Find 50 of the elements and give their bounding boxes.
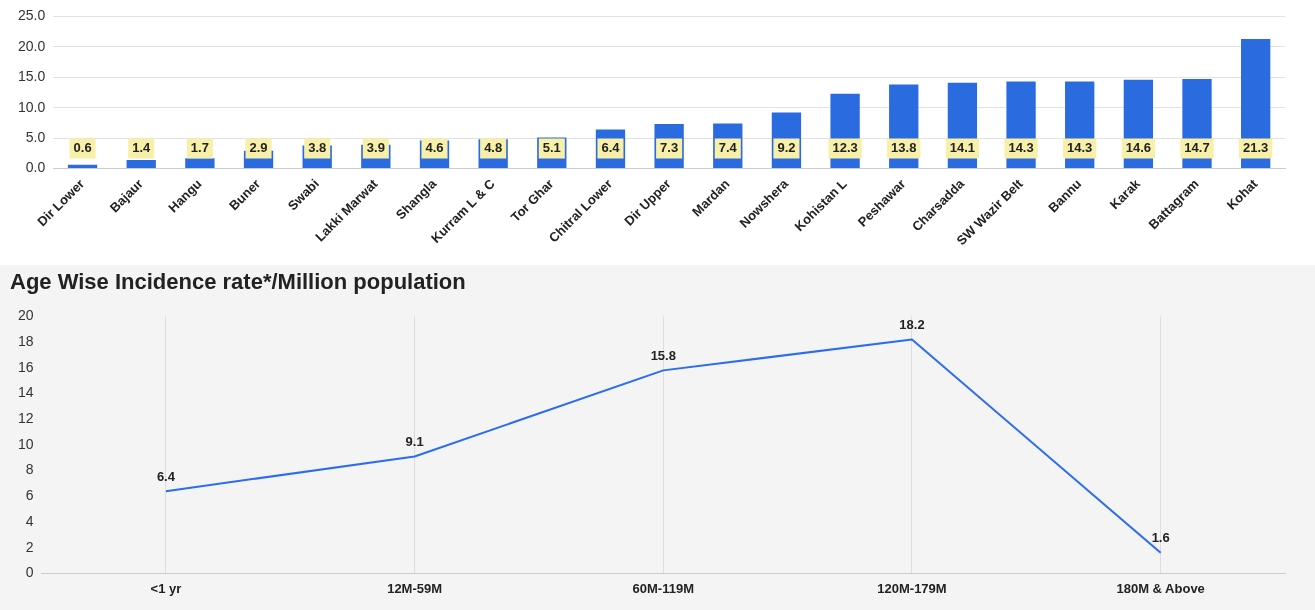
y-tick-label: 0.0 — [25, 159, 46, 176]
y-tick-label: 10.0 — [18, 98, 46, 115]
y-tick-label: 20.0 — [18, 37, 46, 54]
y-tick-label: 25.0 — [18, 7, 46, 24]
data-label: 7.4 — [718, 140, 738, 156]
data-label: 18.2 — [899, 317, 925, 333]
x-tick-label: <1 yr — [150, 580, 182, 596]
chart-title: Age Wise Incidence rate*/Million population — [10, 269, 466, 295]
y-tick-label: 2 — [25, 538, 34, 555]
x-tick-label: 120M-179M — [877, 580, 947, 596]
y-tick-label: 16 — [17, 358, 34, 375]
data-label: 1.4 — [132, 140, 152, 156]
data-label: 9.1 — [405, 434, 424, 450]
x-tick-label: 12M-59M — [387, 580, 443, 596]
data-label: 14.6 — [1125, 140, 1152, 156]
data-label: 15.8 — [650, 347, 676, 363]
y-tick-label: 8 — [25, 461, 34, 478]
y-tick-label: 18 — [17, 332, 34, 349]
data-label: 6.4 — [601, 140, 621, 156]
bar — [67, 164, 98, 169]
data-label: 6.4 — [156, 468, 176, 484]
y-tick-label: 5.0 — [25, 128, 46, 145]
y-tick-label: 14 — [17, 384, 34, 401]
data-label: 5.1 — [542, 140, 561, 156]
data-label: 4.8 — [484, 140, 503, 156]
data-label: 13.8 — [891, 140, 917, 156]
data-label: 0.6 — [73, 140, 92, 156]
data-label: 3.8 — [308, 140, 327, 156]
data-label: 14.1 — [949, 140, 976, 156]
data-label: 9.2 — [777, 140, 796, 156]
y-tick-label: 4 — [25, 512, 34, 529]
data-label: 1.7 — [190, 140, 209, 156]
data-label: 1.6 — [1151, 530, 1170, 546]
data-label: 14.3 — [1067, 140, 1093, 156]
x-tick-label: 180M & Above — [1116, 580, 1205, 596]
y-tick-label: 20 — [17, 307, 34, 324]
data-label: 7.3 — [660, 140, 679, 156]
data-label: 12.3 — [832, 140, 858, 156]
y-tick-label: 6 — [25, 487, 34, 504]
x-tick-label: 60M-119M — [632, 580, 694, 596]
data-label: 2.9 — [249, 140, 268, 156]
data-label: 4.6 — [425, 140, 444, 156]
y-tick-label: 12 — [17, 410, 34, 427]
y-tick-label: 0 — [25, 564, 34, 581]
y-tick-label: 10 — [17, 435, 34, 452]
data-label: 21.3 — [1243, 140, 1269, 156]
data-label: 3.9 — [366, 140, 385, 156]
data-label: 14.7 — [1184, 140, 1210, 156]
data-label: 14.3 — [1008, 140, 1034, 156]
y-tick-label: 15.0 — [18, 68, 46, 85]
